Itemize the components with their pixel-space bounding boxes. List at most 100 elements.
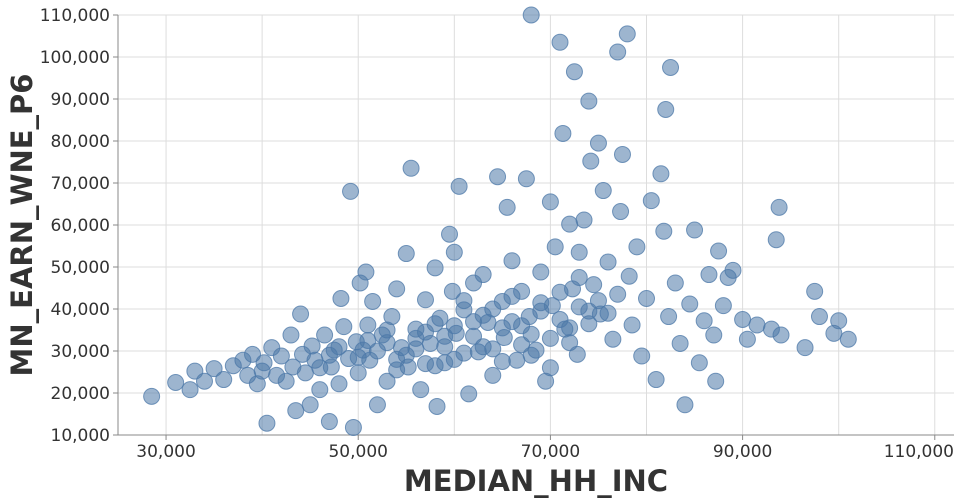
data-point (445, 317, 463, 335)
data-point (839, 330, 857, 348)
data-point (498, 198, 516, 216)
data-point (589, 134, 607, 152)
data-point (330, 375, 348, 393)
data-point (460, 385, 478, 403)
data-point (705, 326, 723, 344)
data-point (767, 231, 785, 249)
data-point (582, 152, 600, 170)
data-point (450, 177, 468, 195)
data-point (493, 353, 511, 370)
x-tick-label: 30,000 (136, 442, 195, 462)
data-point (402, 159, 420, 177)
x-tick-label: 110,000 (884, 442, 954, 462)
data-point (522, 6, 540, 24)
y-tick-label: 30,000 (51, 342, 110, 362)
data-point (359, 316, 377, 334)
data-point (796, 339, 814, 357)
data-point (342, 182, 360, 200)
data-point (272, 347, 290, 365)
y-tick-label: 20,000 (51, 384, 110, 404)
data-point (215, 371, 233, 389)
data-point (707, 372, 725, 390)
data-point (748, 316, 766, 334)
data-point (301, 396, 319, 414)
data-point (277, 372, 295, 390)
data-point (513, 336, 531, 354)
data-point (445, 243, 463, 261)
data-point (416, 355, 434, 373)
data-point (484, 300, 502, 318)
data-point (143, 387, 161, 405)
data-point (378, 372, 396, 390)
data-point (604, 330, 622, 348)
data-point (436, 327, 454, 345)
data-point (620, 267, 638, 285)
data-point (570, 269, 588, 286)
data-point (397, 245, 415, 263)
data-point (613, 145, 631, 163)
data-point (710, 242, 728, 260)
data-point (428, 397, 446, 415)
data-point (594, 182, 612, 200)
data-point (517, 170, 535, 188)
data-point (357, 263, 375, 281)
data-point (426, 259, 444, 277)
y-tick-label: 70,000 (51, 174, 110, 194)
data-point (407, 329, 425, 347)
data-point (585, 276, 603, 294)
data-point (638, 290, 656, 307)
data-point (503, 252, 521, 270)
data-point (167, 374, 185, 391)
data-point (652, 165, 670, 183)
data-point (426, 315, 444, 333)
y-axis-title: MN_EARN_WNE_P6 (5, 74, 39, 377)
data-point (244, 345, 262, 363)
data-point (489, 168, 507, 186)
data-point (320, 413, 338, 431)
data-point (287, 402, 305, 420)
x-tick-label: 90,000 (713, 442, 772, 462)
data-point (474, 266, 492, 284)
data-point (690, 354, 708, 372)
x-axis-title: MEDIAN_HH_INC (404, 464, 668, 498)
data-point (303, 337, 321, 355)
data-point (311, 381, 329, 399)
data-point (359, 332, 377, 349)
data-point (445, 350, 463, 368)
data-point (513, 317, 531, 335)
data-point (580, 92, 598, 110)
data-point (561, 319, 579, 337)
y-tick-label: 110,000 (40, 6, 110, 26)
data-point (568, 345, 586, 363)
y-tick-label: 50,000 (51, 258, 110, 278)
data-point (551, 33, 569, 51)
data-point (474, 338, 492, 356)
data-point (657, 101, 675, 118)
data-point (551, 283, 569, 301)
data-point (695, 312, 713, 330)
data-point (734, 311, 752, 328)
data-point (700, 266, 718, 284)
y-tick-label: 80,000 (51, 132, 110, 152)
data-point (671, 334, 689, 352)
data-point (570, 243, 588, 261)
data-point (388, 280, 406, 298)
data-point (599, 253, 617, 271)
data-point (554, 124, 572, 142)
data-point (565, 63, 583, 81)
data-point (666, 274, 684, 292)
data-point (612, 203, 630, 221)
data-point (575, 211, 593, 229)
data-point (349, 364, 367, 382)
data-point (541, 329, 559, 347)
data-point (647, 371, 665, 389)
data-point (330, 338, 348, 356)
data-point (441, 225, 459, 243)
data-point (455, 292, 473, 310)
data-point (642, 192, 660, 210)
y-tick-label: 10,000 (51, 426, 110, 446)
data-point (181, 381, 199, 399)
data-point (364, 292, 382, 310)
data-point (443, 282, 461, 300)
